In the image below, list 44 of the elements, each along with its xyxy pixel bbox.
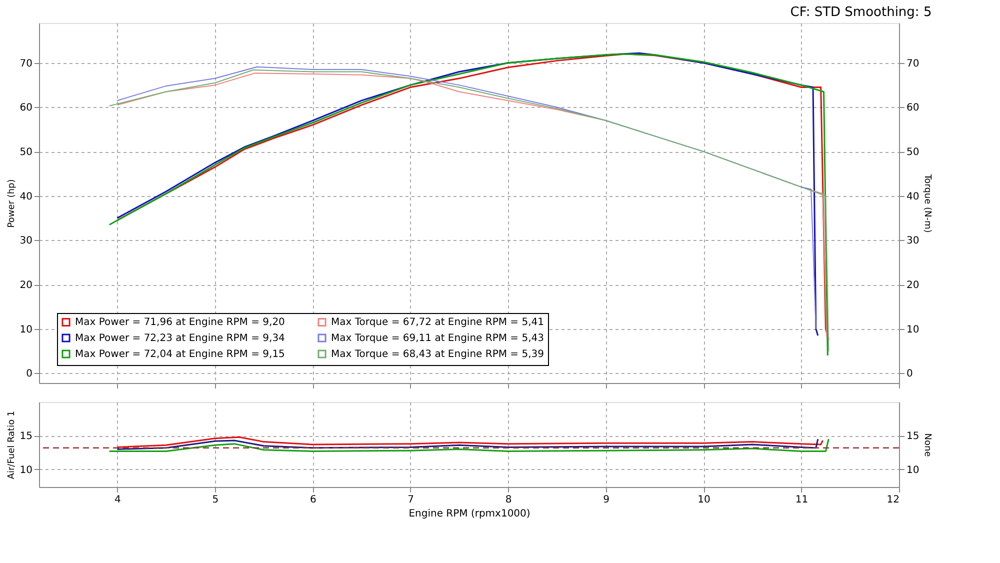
y-tick-label: 30 <box>20 236 32 247</box>
legend-label: Max Torque = 68,43 at Engine RPM = 5,39 <box>331 349 544 360</box>
line-series <box>116 438 819 450</box>
x-tick-label: 4 <box>114 494 121 506</box>
x-tick-label: 10 <box>698 494 710 506</box>
x-tick-label: 5 <box>212 494 219 506</box>
legend-label: Max Power = 72,23 at Engine RPM = 9,34 <box>75 333 285 344</box>
y2-tick-label: 30 <box>906 236 920 247</box>
y-tick-label: 60 <box>20 102 32 114</box>
line-series <box>108 438 830 452</box>
y-tick-label: 0 <box>26 368 32 380</box>
y2-tick-label: 0 <box>906 368 913 380</box>
x-tick-label: 7 <box>408 494 414 506</box>
x-tick-label: 6 <box>310 494 316 506</box>
x-tick-label: 8 <box>505 494 512 506</box>
y2-axis-title: None <box>922 433 932 458</box>
y-tick-label: 20 <box>20 280 32 292</box>
y-tick-label: 10 <box>20 324 32 336</box>
x-tick-label: 11 <box>795 494 808 506</box>
y2-tick-label: 15 <box>906 431 920 442</box>
x-tick-label: 9 <box>603 494 610 506</box>
y-tick-label: 40 <box>20 191 32 202</box>
y2-tick-label: 70 <box>906 58 920 70</box>
y-tick-label: 10 <box>20 464 32 476</box>
y2-tick-label: 10 <box>906 324 920 336</box>
y2-tick-label: 50 <box>906 147 920 158</box>
x-axis-title: Engine RPM (rpmx1000) <box>408 508 530 520</box>
y2-tick-label: 20 <box>906 280 920 292</box>
legend-label: Max Power = 71,96 at Engine RPM = 9,20 <box>75 317 285 328</box>
y-tick-label: 70 <box>20 58 32 70</box>
y-tick-label: 15 <box>20 431 32 442</box>
x-tick-label: 12 <box>886 494 900 506</box>
y-tick-label: 50 <box>20 147 32 158</box>
y2-axis-title: Torque (N-m) <box>922 173 932 233</box>
y2-tick-label: 60 <box>906 102 920 114</box>
line-series <box>116 436 824 448</box>
y2-tick-label: 10 <box>906 464 920 476</box>
y-axis-title: Air/Fuel Ratio 1 <box>6 410 17 480</box>
y-axis-title: Power (hp) <box>6 179 17 228</box>
legend-label: Max Power = 72,04 at Engine RPM = 9,15 <box>75 349 285 360</box>
legend-label: Max Torque = 67,72 at Engine RPM = 5,41 <box>331 317 544 328</box>
y2-tick-label: 40 <box>906 191 920 202</box>
chart-title: CF: STD Smoothing: 5 <box>790 5 932 20</box>
legend-label: Max Torque = 69,11 at Engine RPM = 5,43 <box>331 333 544 344</box>
